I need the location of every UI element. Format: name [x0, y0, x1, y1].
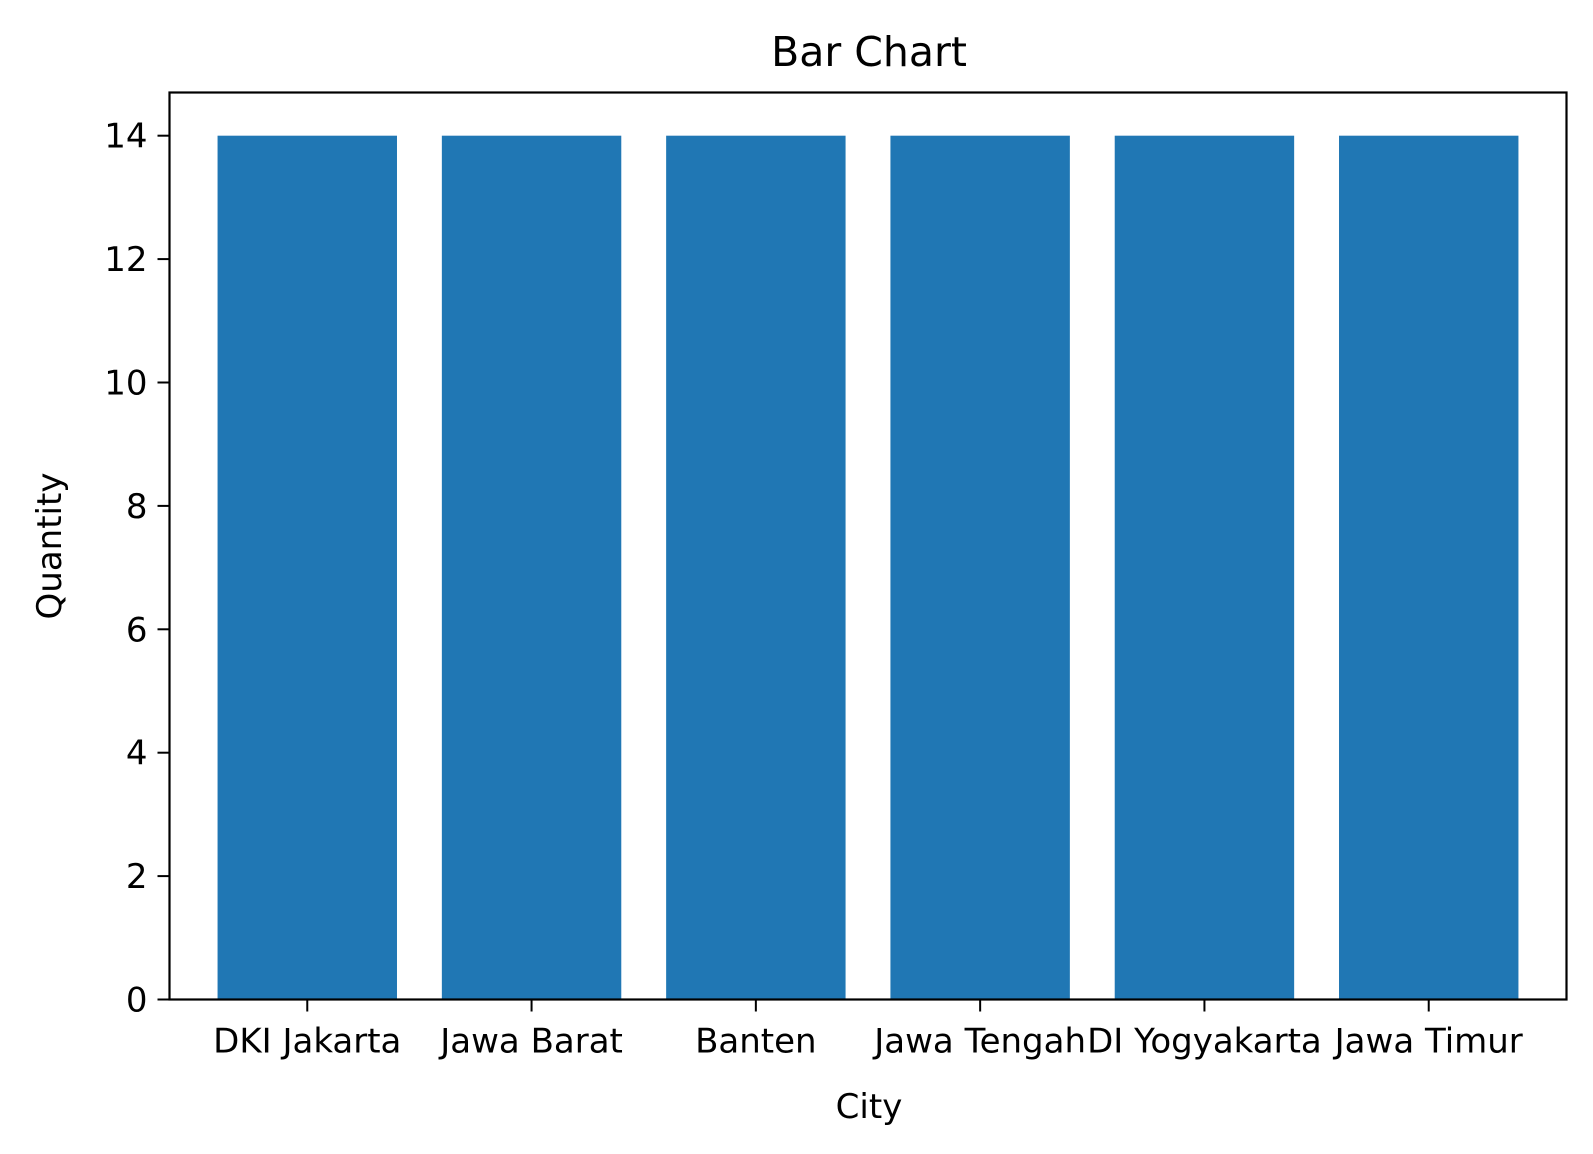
x-tick-label: Jawa Tengah: [872, 1022, 1086, 1062]
y-axis-ticks: 0 2 4 6 8 10 12 14: [104, 117, 170, 1021]
x-tick-label: DI Yogyakarta: [1087, 1022, 1322, 1062]
y-tick-label: 6: [126, 610, 148, 650]
x-tick-label: Banten: [695, 1022, 817, 1062]
bar: [441, 135, 622, 1000]
x-tick-label: DKI Jakarta: [213, 1022, 401, 1062]
x-tick-label: Jawa Barat: [438, 1022, 623, 1062]
y-tick-label: 2: [126, 857, 148, 897]
y-tick-label: 8: [126, 487, 148, 527]
bar: [1339, 135, 1519, 1000]
y-tick-label: 14: [104, 117, 147, 157]
x-tick-label: Jawa Timur: [1333, 1022, 1523, 1062]
y-tick-label: 0: [126, 981, 148, 1021]
x-axis-label: City: [836, 1087, 903, 1127]
y-tick-label: 12: [104, 240, 147, 280]
y-tick-label: 10: [104, 363, 147, 403]
bar: [1114, 135, 1295, 1000]
bar: [217, 135, 397, 1000]
bars-layer: [217, 135, 1519, 1000]
chart-title: Bar Chart: [771, 28, 967, 76]
y-axis-label: Quantity: [30, 473, 70, 620]
bar: [890, 135, 1070, 1000]
plot-frame: [168, 91, 1568, 1001]
y-tick-label: 4: [126, 734, 148, 774]
bar: [666, 135, 846, 1000]
x-axis-ticks: DKI Jakarta Jawa Barat Banten Jawa Tengah DI…: [213, 999, 1523, 1062]
